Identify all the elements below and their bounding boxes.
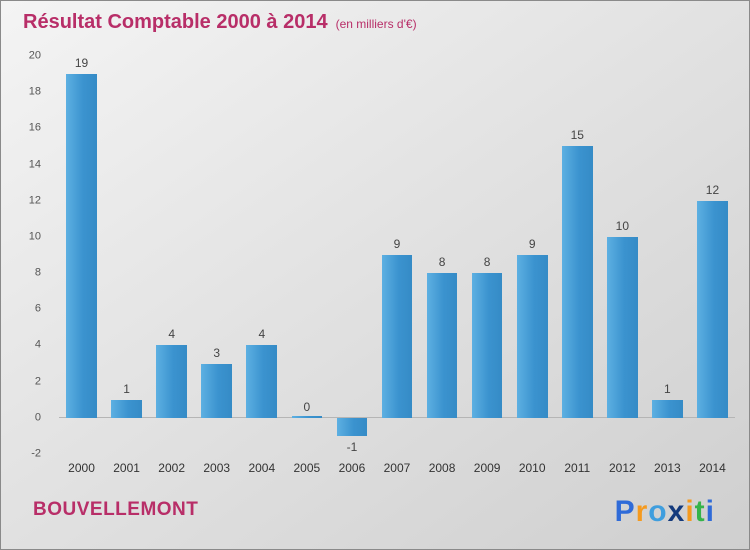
- bar-slot: 10: [600, 56, 645, 454]
- company-name: BOUVELLEMONT: [33, 499, 199, 520]
- plot-area: 19 1 4 3 4 0 -1 9 8 8 9 15 10 1 12: [59, 56, 735, 454]
- bar-2014: [697, 200, 728, 418]
- y-tick-label: 6: [34, 302, 41, 315]
- bar-2013: [652, 399, 683, 418]
- bar-value-label: 8: [438, 255, 446, 270]
- bar-2008: [426, 273, 458, 418]
- y-tick-label: 12: [28, 194, 41, 207]
- bar-value-label: 9: [528, 237, 536, 251]
- x-tick-label: 2005: [293, 461, 321, 475]
- logo-letter: i: [685, 495, 695, 528]
- bar-slot: -1: [329, 56, 374, 454]
- x-tick-label: 2014: [699, 461, 726, 475]
- bar-2010: [516, 255, 548, 418]
- bar-slot: 19: [59, 56, 104, 454]
- bar-2012: [607, 236, 638, 418]
- bar-value-label: 12: [705, 182, 720, 197]
- bar-2003: [201, 363, 233, 418]
- logo-letter: r: [635, 495, 649, 528]
- x-tick-label: 2004: [248, 461, 276, 475]
- bar-slot: 15: [555, 56, 600, 454]
- bar-slot: 3: [194, 56, 239, 454]
- x-tick-label: 2007: [383, 461, 411, 475]
- bar-2001: [111, 399, 142, 418]
- bar-slot: 9: [510, 56, 555, 454]
- bar-slot: 1: [645, 56, 690, 454]
- bar-value-label: 9: [393, 237, 401, 251]
- x-tick-label: 2013: [654, 461, 681, 475]
- bar-value-label: 19: [74, 56, 89, 71]
- y-axis: -2 0 2 4 6 8 10 12 14 16 18 20: [1, 50, 51, 459]
- chart-title-text: Résultat Comptable 2000 à 2014: [23, 11, 328, 33]
- bar-slot: 0: [284, 56, 329, 454]
- x-tick-label: 2012: [608, 461, 636, 475]
- x-tick-label: 2003: [203, 461, 231, 475]
- x-tick-label: 2011: [564, 461, 591, 475]
- proxiti-logo: Proxiti: [615, 495, 715, 529]
- chart-title: Résultat Comptable 2000 à 2014 (en millie…: [23, 11, 417, 34]
- bar-2011: [561, 146, 593, 418]
- y-tick-label: 2: [34, 375, 41, 388]
- bar-value-label: -1: [346, 439, 358, 454]
- bar-2009: [471, 273, 503, 418]
- chart-subtitle: (en milliers d'€): [335, 17, 417, 31]
- x-tick-label: 2010: [518, 461, 546, 475]
- bar-2007: [381, 255, 413, 418]
- bar-slot: 8: [465, 56, 510, 454]
- x-tick-label: 2006: [338, 461, 366, 475]
- bar-slot: 12: [690, 56, 735, 454]
- bar-2005: [291, 415, 323, 418]
- bar-slot: 4: [149, 56, 194, 454]
- y-tick-label: 14: [28, 158, 41, 171]
- x-axis: 2000 2001 2002 2003 2004 2005 2006 2007 2008 2009…: [59, 461, 735, 477]
- x-tick-label: 2001: [113, 461, 140, 475]
- bar-2000: [66, 74, 97, 418]
- y-tick-label: 0: [34, 411, 41, 424]
- y-tick-label: 10: [28, 230, 41, 243]
- bar-value-label: 1: [123, 381, 130, 396]
- y-tick-label: -2: [31, 447, 41, 460]
- bar-value-label: 15: [570, 128, 584, 143]
- x-tick-label: 2000: [68, 461, 95, 475]
- bar-value-label: 4: [258, 327, 266, 342]
- y-tick-label: 8: [34, 266, 41, 279]
- bar-2002: [156, 345, 187, 418]
- bar-slot: 1: [104, 56, 149, 454]
- y-tick-label: 16: [28, 121, 41, 134]
- bar-2006: [336, 417, 368, 436]
- bar-slot: 9: [374, 56, 419, 454]
- bar-value-label: 8: [483, 255, 491, 270]
- y-tick-label: 20: [28, 49, 41, 62]
- x-tick-label: 2002: [158, 461, 185, 475]
- y-tick-label: 4: [34, 338, 41, 351]
- bar-value-label: 4: [168, 327, 175, 342]
- bar-2004: [246, 345, 278, 418]
- logo-letter: x: [667, 495, 686, 528]
- bar-value-label: 3: [213, 345, 221, 360]
- logo-letter: i: [705, 495, 715, 528]
- bar-value-label: 0: [303, 399, 311, 414]
- bar-value-label: 1: [664, 381, 671, 396]
- x-tick-label: 2009: [473, 461, 501, 475]
- logo-letter: P: [614, 495, 636, 528]
- logo-letter: t: [694, 495, 706, 528]
- logo-letter: o: [648, 495, 668, 528]
- bar-slot: 8: [420, 56, 465, 454]
- bar-value-label: 10: [615, 218, 629, 233]
- bar-slot: 4: [239, 56, 284, 454]
- y-tick-label: 18: [28, 85, 41, 98]
- x-tick-label: 2008: [428, 461, 456, 475]
